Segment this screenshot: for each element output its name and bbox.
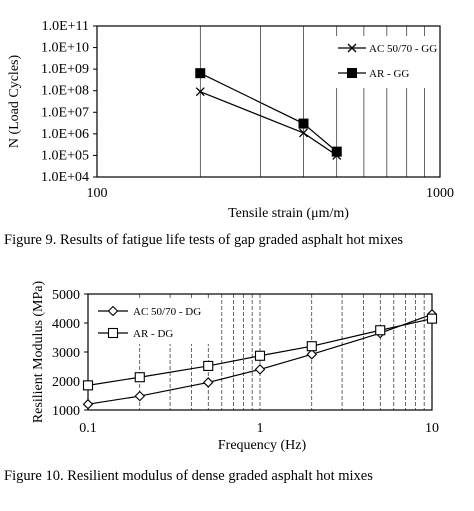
chart2-y-axis-label: Resilient Modulus (MPa) xyxy=(31,281,46,424)
chart1-point-s1-2 xyxy=(299,128,308,138)
chart2-point-s1-3 xyxy=(202,377,214,388)
chart1-y-tick-label: 1.0E+08 xyxy=(41,84,89,99)
chart1-y-tick-label: 1.0E+05 xyxy=(41,148,89,163)
chart1-y-tick-label: 1.0E+06 xyxy=(41,127,89,142)
chart2-legend-marker-1 xyxy=(107,305,119,317)
chart2-point-s1-4 xyxy=(254,364,266,375)
chart2-y-tick-label: 3000 xyxy=(52,346,80,361)
chart1-x-tick-label: 1000 xyxy=(426,186,454,201)
chart2-point-s2-3 xyxy=(203,360,214,371)
chart1-y-tick-label: 1.0E+09 xyxy=(41,62,89,77)
chart1-series-line-1 xyxy=(200,91,338,156)
chart2-y-tick-label: 1000 xyxy=(52,404,80,419)
chart2-x-axis-label: Frequency (Hz) xyxy=(218,438,307,453)
chart1-legend-marker-1 xyxy=(347,43,357,53)
chart2-x-tick-label: 1 xyxy=(257,421,264,436)
chart1-legend-marker-1-stroke-b xyxy=(347,43,357,53)
chart1-point-s1-1-stroke-b xyxy=(195,87,205,97)
chart2-legend-marker-2 xyxy=(107,327,119,339)
chart2-y-tick-label: 4000 xyxy=(52,317,80,332)
chart1-plot-frame xyxy=(96,25,441,178)
chart2-y-tick-label: 2000 xyxy=(52,375,80,390)
chart2-point-s2-1 xyxy=(82,380,94,391)
chart2-point-s1-1 xyxy=(82,398,94,410)
chart1-y-tick-label: 1.0E+11 xyxy=(42,19,89,34)
chart2-point-s1-5 xyxy=(306,349,318,360)
chart1-x-tick-label: 100 xyxy=(87,186,108,201)
chart1-point-s2-2 xyxy=(298,118,309,129)
chart1-point-s2-3 xyxy=(331,146,342,157)
chart1-point-s1-1 xyxy=(195,87,205,97)
chart2-point-s2-5 xyxy=(306,341,317,352)
chart1-y-axis-label: N (Load Cycles) xyxy=(7,55,22,149)
figure-10-caption: Figure 10. Resilient modulus of dense gr… xyxy=(4,468,373,484)
chart2-legend-label-1: AC 50/70 - DG xyxy=(133,306,201,318)
chart2-point-s2-7 xyxy=(426,313,438,324)
chart1-point-s2-1 xyxy=(195,68,206,79)
chart1-y-tick-label: 1.0E+07 xyxy=(41,105,89,120)
chart1-point-s1-2-stroke-b xyxy=(299,128,308,138)
chart1-y-tick-label: 1.0E+10 xyxy=(41,41,89,56)
chart2-y-tick-label: 5000 xyxy=(52,288,80,303)
figure-9-caption: Figure 9. Results of fatigue life tests … xyxy=(4,232,404,248)
chart1-legend-label-1: AC 50/70 - GG xyxy=(369,43,437,55)
chart1-legend-box xyxy=(333,36,435,88)
chart2-point-s2-2 xyxy=(134,372,145,383)
chart1-y-tick-label: 1.0E+04 xyxy=(41,170,89,185)
chart2-legend-label-2: AR - DG xyxy=(133,328,173,340)
chart2-x-tick-label: 0.1 xyxy=(79,421,97,436)
chart2-point-s1-2 xyxy=(134,390,146,402)
chart1-legend-label-2: AR - GG xyxy=(369,68,409,80)
chart2-point-s2-4 xyxy=(254,350,266,361)
chart2-x-tick-label: 10 xyxy=(425,421,439,436)
chart2-point-s2-6 xyxy=(375,325,386,336)
chart1-legend-marker-2 xyxy=(347,68,357,78)
chart1-x-axis-label: Tensile strain (μm/m) xyxy=(228,206,349,221)
chart1-series-line-2 xyxy=(199,72,338,153)
